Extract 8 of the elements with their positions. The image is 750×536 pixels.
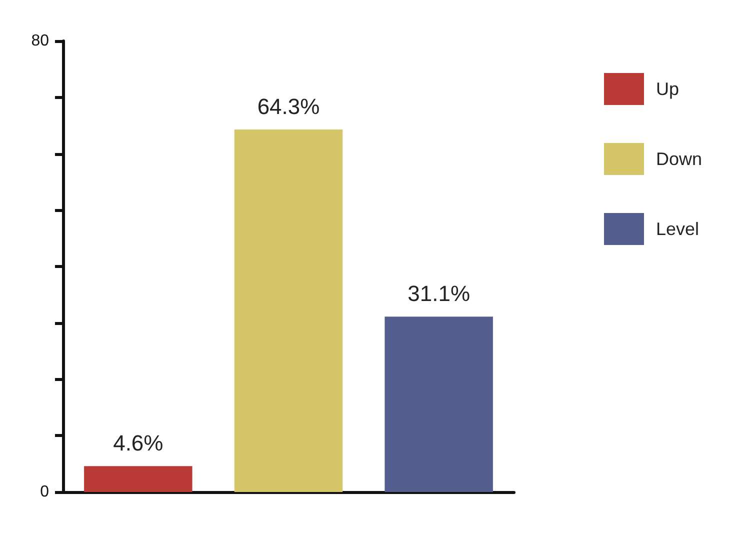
data-label: 64.3% [257,94,320,120]
legend-label: Level [656,218,699,240]
data-label: 31.1% [408,281,470,306]
y-tick-label: 0 [40,484,50,500]
data-label: 4.6% [113,430,164,456]
y-tick-label: 80 [31,32,50,50]
legend-label: Up [656,78,679,100]
legend-label: Down [656,148,702,170]
